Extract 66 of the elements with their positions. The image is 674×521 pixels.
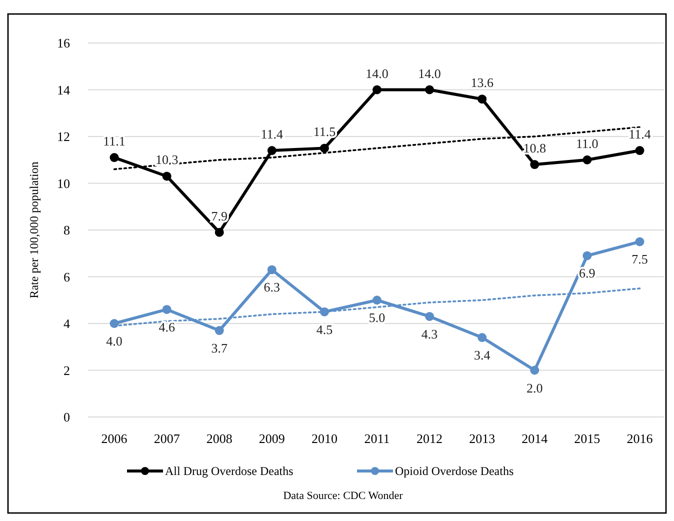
point xyxy=(372,85,382,94)
x-tick-label: 2013 xyxy=(469,431,496,446)
point xyxy=(478,333,487,342)
legend-label: All Drug Overdose Deaths xyxy=(165,464,294,478)
point xyxy=(530,160,540,170)
data-label: 4.0 xyxy=(106,334,122,348)
point xyxy=(320,144,329,153)
y-tick-label: 16 xyxy=(57,36,70,51)
x-tick-label: 2007 xyxy=(154,431,180,446)
point xyxy=(267,265,276,274)
data-label: 10.3 xyxy=(155,152,178,168)
y-tick-label: 14 xyxy=(57,82,70,98)
data-label: 2.0 xyxy=(526,380,543,396)
data-label: 11.4 xyxy=(260,126,284,142)
data-label: 13.6 xyxy=(470,75,494,90)
point xyxy=(162,172,172,181)
data-label: 3.7 xyxy=(211,340,228,356)
point xyxy=(425,312,434,321)
data-label: 11.5 xyxy=(313,124,336,140)
point xyxy=(110,153,119,162)
y-tick-label: 0 xyxy=(64,410,70,425)
y-tick-label: 12 xyxy=(57,129,70,144)
point xyxy=(582,251,592,260)
x-tick-label: 2008 xyxy=(206,431,232,446)
data-label: 4.5 xyxy=(316,322,333,337)
x-tick-label: 2006 xyxy=(101,431,128,446)
x-tick-label: 2012 xyxy=(416,431,443,446)
data-label: 6.3 xyxy=(264,280,280,295)
x-tick-label: 2015 xyxy=(574,431,600,446)
x-tick-label: 2011 xyxy=(364,431,390,446)
y-tick-label: 10 xyxy=(57,176,70,191)
source-note: Data Source: CDC Wonder xyxy=(283,490,404,502)
data-label: 5.0 xyxy=(368,310,386,326)
point xyxy=(267,146,276,156)
y-tick-label: 4 xyxy=(64,316,70,332)
y-tick-label: 8 xyxy=(64,222,70,238)
legend-label: Opioid Overdose Deaths xyxy=(395,464,514,478)
point xyxy=(478,94,487,104)
y-tick-label: 2 xyxy=(64,362,70,378)
y-axis-title: Rate per 100,000 population xyxy=(27,162,41,298)
data-label: 7.5 xyxy=(632,252,648,267)
data-label: 7.9 xyxy=(211,208,228,224)
y-tick-label: 6 xyxy=(64,269,70,284)
data-label: 10.8 xyxy=(523,140,546,156)
point xyxy=(372,296,382,305)
x-tick-label: 2014 xyxy=(522,431,548,446)
data-label: 4.3 xyxy=(421,326,438,342)
point xyxy=(214,228,224,237)
point xyxy=(635,146,644,156)
point xyxy=(530,366,540,375)
data-label: 11.0 xyxy=(576,136,598,151)
x-tick-label: 2010 xyxy=(311,431,338,446)
point xyxy=(635,237,644,246)
point xyxy=(425,85,434,94)
data-label: 6.9 xyxy=(579,266,596,281)
data-label: 14.0 xyxy=(418,66,441,81)
data-label: 4.6 xyxy=(158,319,176,334)
data-label: 11.4 xyxy=(628,126,652,142)
point xyxy=(214,326,224,336)
data-label: 11.1 xyxy=(103,134,126,149)
data-label: 3.4 xyxy=(474,348,491,363)
x-tick-label: 2016 xyxy=(626,431,654,446)
data-label: 14.0 xyxy=(366,66,388,81)
point xyxy=(582,155,592,164)
point xyxy=(162,304,172,314)
x-tick-label: 2009 xyxy=(258,431,285,446)
